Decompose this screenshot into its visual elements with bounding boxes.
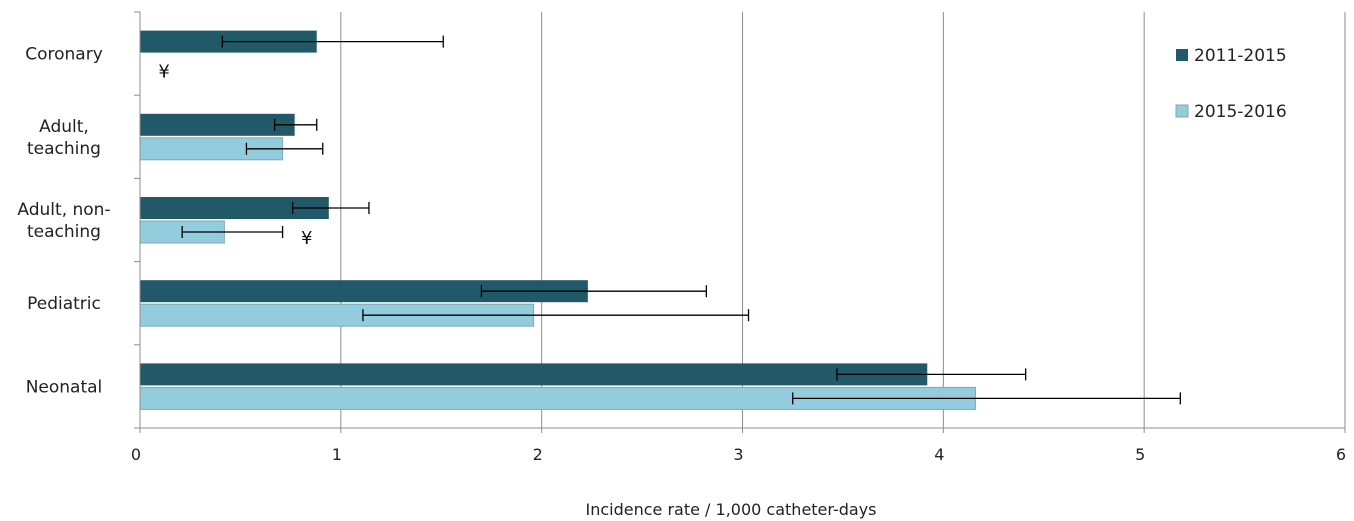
legend-swatch-2011-2015 (1176, 49, 1188, 61)
x-tick-label: 0 (131, 445, 141, 464)
legend-swatch-2015-2016 (1175, 104, 1189, 118)
error-bars (181, 35, 1181, 405)
y-category-label-line: Neonatal (26, 377, 103, 397)
y-category-label-line: Pediatric (27, 294, 101, 314)
bars (139, 30, 976, 410)
y-category-label: Adult, teaching (27, 117, 101, 159)
y-category-label-line: teaching (27, 222, 101, 242)
y-category-label-line: Adult, non- (17, 200, 110, 220)
legend: 2011-2015 2015-2016 (1175, 46, 1287, 122)
y-category-label-line: teaching (27, 139, 101, 159)
x-axis-title: Incidence rate / 1,000 catheter-days (586, 500, 877, 519)
x-tick-label: 2 (533, 445, 543, 464)
bar-2011-2015-4 (140, 280, 588, 303)
legend-label-2015-2016: 2015-2016 (1194, 102, 1287, 122)
y-category-label: Neonatal (26, 377, 103, 397)
x-tick-label: 3 (733, 445, 743, 464)
x-tick-label: 4 (934, 445, 944, 464)
y-category-label-line: Coronary (25, 45, 103, 65)
gridlines (340, 12, 1346, 428)
bar-2011-2015-3 (140, 197, 329, 219)
bar-2011-2015-5 (140, 363, 928, 386)
annotation-marker: ¥ (158, 62, 169, 83)
x-tick-label: 1 (332, 445, 342, 464)
y-category-label: Adult, non-teaching (17, 200, 110, 242)
x-tick-label: 5 (1135, 445, 1145, 464)
y-category-label-line: Adult, (39, 117, 89, 137)
y-category-label: Coronary (25, 45, 103, 65)
bar-2011-2015-2 (140, 113, 295, 136)
annotations: ¥¥ (158, 62, 312, 249)
y-category-label: Pediatric (27, 294, 101, 314)
annotation-marker: ¥ (301, 228, 312, 249)
x-tick-label: 6 (1336, 445, 1346, 464)
legend-label-2011-2015: 2011-2015 (1194, 46, 1287, 66)
